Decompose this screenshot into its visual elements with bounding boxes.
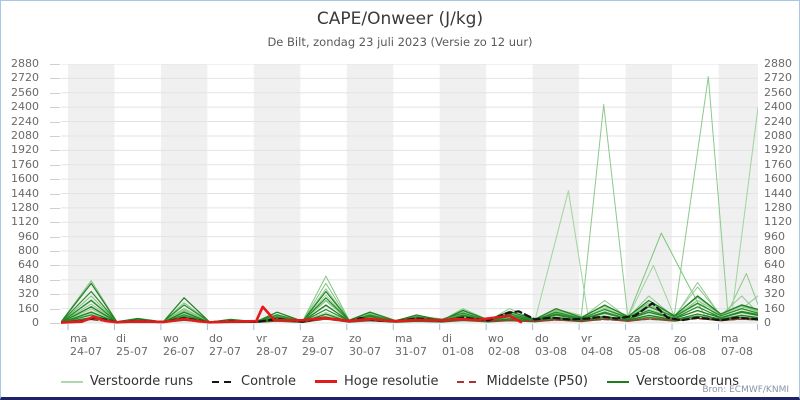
y-tick-label-right: 960 — [764, 230, 785, 243]
x-tick-label: za 29-07 — [302, 332, 334, 358]
y-tick-label-left: 160 — [18, 302, 39, 315]
x-tick-label: ma 24-07 — [70, 332, 102, 358]
chart-subtitle: De Bilt, zondag 23 juli 2023 (Versie zo … — [267, 35, 533, 49]
y-tick-label-left: 1600 — [11, 172, 39, 185]
legend-line-swatch — [315, 380, 338, 383]
y-tick-label-left: 1440 — [11, 187, 39, 200]
y-tick-label-right: 2400 — [764, 100, 792, 113]
y-tick-label-right: 1280 — [764, 201, 792, 214]
y-tick-label-right: 1600 — [764, 172, 792, 185]
y-tick-dash — [50, 222, 60, 223]
plot-area — [61, 64, 758, 330]
y-tick-dash — [50, 251, 60, 252]
x-tick-label: ma 07-08 — [721, 332, 753, 358]
y-tick-label-right: 1440 — [764, 187, 792, 200]
series-hoge-resolutie — [61, 305, 523, 324]
legend-label: Controle — [241, 374, 297, 389]
y-tick-label-right: 2560 — [764, 86, 792, 99]
x-tick-label: do 27-07 — [209, 332, 241, 358]
y-tick-label-right: 2240 — [764, 115, 792, 128]
y-tick-dash — [50, 64, 60, 65]
y-tick-dash — [50, 208, 60, 209]
series-verstoord-donker-2 — [61, 290, 758, 323]
source-credit: Bron: ECMWF/KNMI — [702, 385, 789, 395]
y-tick-label-right: 800 — [764, 244, 785, 257]
y-tick-label-right: 320 — [764, 287, 785, 300]
y-tick-label-left: 640 — [18, 258, 39, 271]
y-tick-label-left: 1920 — [11, 143, 39, 156]
y-tick-label-right: 0 — [764, 316, 771, 329]
legend-label: Middelste (P50) — [486, 374, 588, 389]
series-verstoord-donker-1 — [61, 282, 758, 323]
y-tick-label-left: 800 — [18, 244, 39, 257]
x-tick-label: ma 31-07 — [395, 332, 427, 358]
x-tick-label: vr 28-07 — [256, 332, 288, 358]
y-tick-dash — [50, 165, 60, 166]
y-tick-label-right: 640 — [764, 258, 785, 271]
legend-item: Verstoorde runs — [606, 374, 740, 389]
y-tick-dash — [50, 78, 60, 79]
y-tick-dash — [50, 194, 60, 195]
y-tick-label-left: 2560 — [11, 86, 39, 99]
y-tick-dash — [50, 107, 60, 108]
y-tick-label-left: 0 — [32, 316, 39, 329]
y-tick-label-left: 480 — [18, 273, 39, 286]
y-tick-label-left: 320 — [18, 287, 39, 300]
y-tick-label-right: 2880 — [764, 57, 792, 70]
legend-label: Hoge resolutie — [344, 374, 439, 389]
legend-line-swatch — [212, 380, 235, 383]
y-tick-dash — [50, 150, 60, 151]
legend-label: Verstoorde runs — [635, 374, 740, 389]
y-tick-dash — [50, 179, 60, 180]
chart-title: CAPE/Onweer (J/kg) — [316, 9, 484, 29]
x-tick-label: za 05-08 — [628, 332, 660, 358]
legend-item: Verstoorde runs — [60, 374, 194, 389]
y-tick-label-left: 1280 — [11, 201, 39, 214]
y-tick-dash — [50, 136, 60, 137]
y-tick-dash — [50, 280, 60, 281]
x-tick-label: di 01-08 — [442, 332, 474, 358]
y-tick-label-left: 1760 — [11, 158, 39, 171]
x-tick-label: do 03-08 — [535, 332, 567, 358]
legend-item: Hoge resolutie — [315, 374, 438, 389]
y-tick-dash — [50, 294, 60, 295]
y-tick-label-right: 1920 — [764, 143, 792, 156]
legend-line-swatch — [457, 380, 480, 383]
y-tick-dash — [50, 323, 60, 324]
y-tick-label-right: 480 — [764, 273, 785, 286]
y-tick-label-right: 2080 — [764, 129, 792, 142]
y-tick-dash — [50, 237, 60, 238]
y-tick-dash — [50, 122, 60, 123]
y-tick-label-left: 2880 — [11, 57, 39, 70]
x-tick-label: wo 26-07 — [163, 332, 195, 358]
y-tick-label-left: 2080 — [11, 129, 39, 142]
y-tick-dash — [50, 309, 60, 310]
y-tick-label-right: 1760 — [764, 158, 792, 171]
y-tick-label-right: 160 — [764, 302, 785, 315]
y-tick-label-left: 2240 — [11, 115, 39, 128]
y-tick-dash — [50, 93, 60, 94]
legend-label: Verstoorde runs — [89, 374, 194, 389]
y-tick-label-right: 2720 — [764, 71, 792, 84]
legend-item: Controle — [212, 374, 296, 389]
x-tick-label: di 25-07 — [116, 332, 148, 358]
legend-line-swatch — [606, 380, 629, 383]
y-tick-label-left: 2720 — [11, 71, 39, 84]
legend-line-swatch — [60, 380, 83, 383]
y-tick-dash — [50, 265, 60, 266]
x-tick-label: wo 02-08 — [488, 332, 520, 358]
legend: Verstoorde runs Controle Hoge resolutie Mid… — [1, 374, 799, 389]
y-tick-label-left: 1120 — [11, 215, 39, 228]
x-tick-label: zo 06-08 — [674, 332, 706, 358]
y-tick-label-left: 960 — [18, 230, 39, 243]
legend-item: Middelste (P50) — [457, 374, 588, 389]
x-tick-label: zo 30-07 — [349, 332, 381, 358]
x-tick-label: vr 04-08 — [581, 332, 613, 358]
y-tick-label-right: 1120 — [764, 215, 792, 228]
y-tick-label-left: 2400 — [11, 100, 39, 113]
